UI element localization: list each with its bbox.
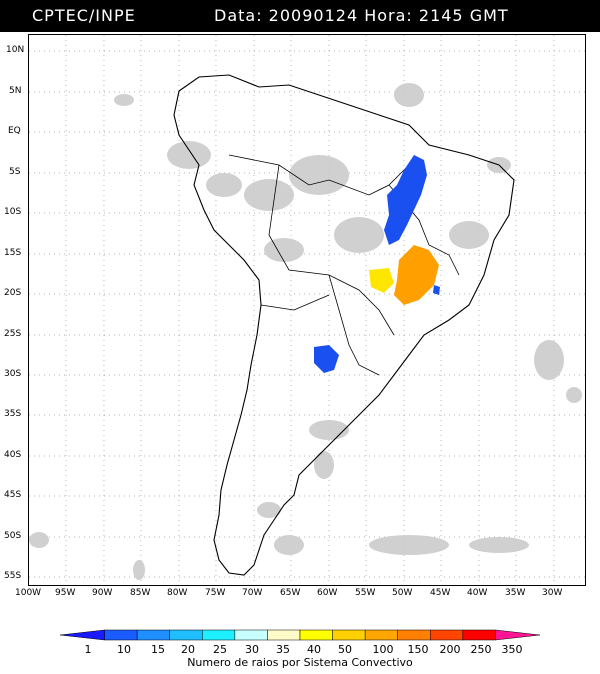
lat-label: 35S: [4, 409, 22, 419]
lat-label: 25S: [4, 329, 22, 339]
color-swatch: [299, 629, 333, 641]
color-tick: 15: [151, 643, 165, 656]
color-bar: 1 10 15 20 25 30 35 40 50 100 150 200 25…: [0, 626, 600, 670]
graticule: [29, 35, 585, 585]
color-tick: 100: [373, 643, 394, 656]
blue-system-north: [384, 155, 427, 245]
color-swatch: [332, 629, 366, 641]
map-canvas: [29, 35, 585, 585]
lat-label: 45S: [4, 490, 22, 500]
color-swatch: [430, 629, 464, 641]
color-swatch: [104, 629, 138, 641]
blue-system-south: [314, 345, 339, 373]
title-bar: CPTEC/INPE Data: 20090124 Hora: 2145 GMT: [0, 0, 600, 32]
color-tick-labels: 1 10 15 20 25 30 35 40 50 100 150 200 25…: [85, 643, 523, 656]
date-time-stamp: Data: 20090124 Hora: 2145 GMT: [214, 6, 509, 25]
color-tick: 10: [117, 643, 131, 656]
color-tick: 25: [213, 643, 227, 656]
lon-label: 55W: [355, 588, 376, 598]
lat-label: 50S: [4, 531, 22, 541]
color-swatch: [169, 629, 203, 641]
orange-system: [394, 245, 439, 305]
color-swatch: [267, 629, 301, 641]
color-swatch: [136, 629, 170, 641]
convective-systems: [314, 155, 440, 373]
lon-label: 50W: [392, 588, 413, 598]
color-swatches: [59, 629, 541, 641]
lon-label: 90W: [92, 588, 113, 598]
lat-label: 5N: [9, 86, 22, 96]
lat-label: 20S: [4, 288, 22, 298]
blue-system-small: [433, 285, 440, 295]
color-swatch: [495, 629, 541, 641]
lat-label: EQ: [8, 126, 21, 136]
color-tick: 30: [245, 643, 259, 656]
lon-label: 80W: [167, 588, 188, 598]
lat-label: 10S: [4, 207, 22, 217]
map-panel: [28, 34, 586, 586]
color-tick: 350: [502, 643, 523, 656]
color-swatch: [234, 629, 268, 641]
color-swatch: [202, 629, 236, 641]
color-tick: 20: [181, 643, 195, 656]
color-scale: 1 10 15 20 25 30 35 40 50 100 150 200 25…: [59, 629, 541, 669]
lat-label: 15S: [4, 248, 22, 258]
lon-label: 45W: [430, 588, 451, 598]
cloud-cover: [29, 83, 582, 580]
color-tick: 35: [276, 643, 290, 656]
lat-label: 40S: [4, 450, 22, 460]
lon-label: 35W: [505, 588, 526, 598]
color-tick: 50: [338, 643, 352, 656]
lon-label: 75W: [205, 588, 226, 598]
lon-label: 60W: [317, 588, 338, 598]
color-swatch: [59, 629, 105, 641]
south-america-outline: [173, 74, 515, 576]
color-swatch: [462, 629, 496, 641]
color-tick: 40: [307, 643, 321, 656]
color-tick: 1: [85, 643, 92, 656]
color-tick: 250: [471, 643, 492, 656]
lat-label: 5S: [9, 167, 21, 177]
color-tick: 150: [408, 643, 429, 656]
lon-label: 65W: [280, 588, 301, 598]
yellow-system: [369, 268, 394, 293]
color-swatch: [364, 629, 398, 641]
lat-label: 10N: [6, 45, 25, 55]
lat-label: 30S: [4, 369, 22, 379]
lon-label: 40W: [467, 588, 488, 598]
lon-label: 85W: [130, 588, 151, 598]
lat-label: 55S: [4, 571, 22, 581]
organization-label: CPTEC/INPE: [32, 6, 136, 25]
lon-label: 100W: [15, 588, 42, 598]
color-tick: 200: [440, 643, 461, 656]
color-bar-title: Numero de raios por Sistema Convectivo: [187, 656, 413, 669]
color-swatch: [397, 629, 431, 641]
lon-label: 70W: [242, 588, 263, 598]
lon-label: 30W: [542, 588, 563, 598]
lon-label: 95W: [55, 588, 76, 598]
